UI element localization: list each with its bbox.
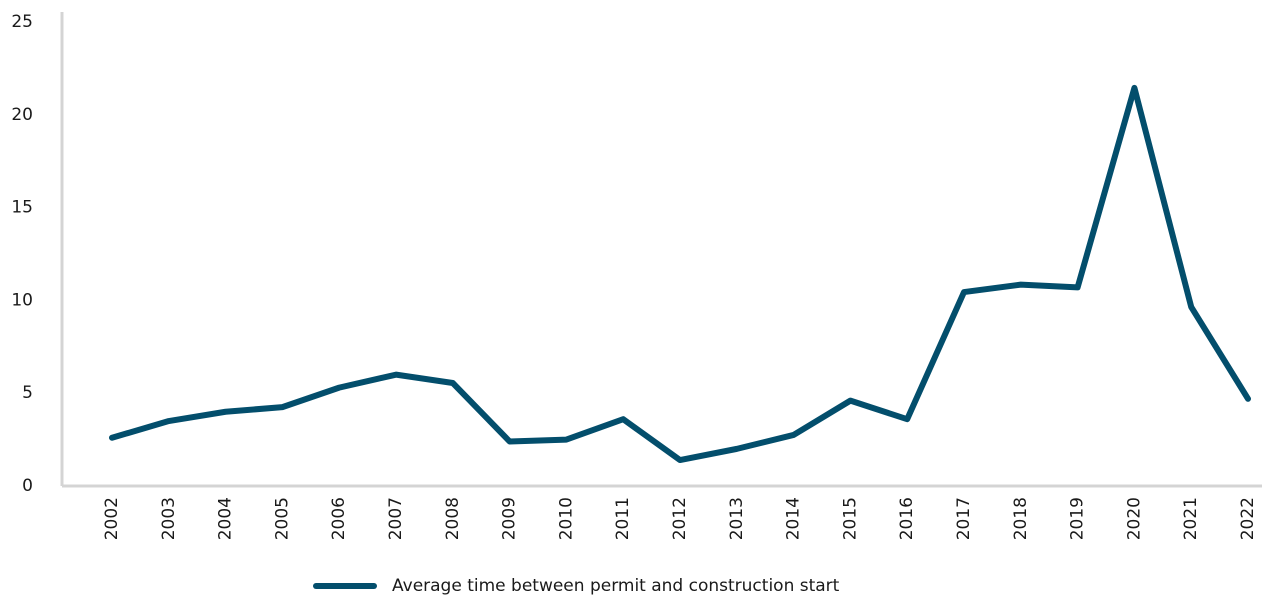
x-tick-label: 2019 — [1068, 497, 1088, 540]
x-tick-label: 2011 — [613, 497, 633, 540]
x-tick-label: 2005 — [272, 497, 292, 540]
data-line — [109, 84, 1251, 464]
x-tick-label: 2002 — [102, 497, 122, 540]
x-tick-label: 2017 — [954, 497, 974, 540]
x-tick-label: 2004 — [216, 497, 236, 540]
y-tick-label: 5 — [22, 383, 33, 403]
y-tick-label: 25 — [11, 12, 33, 32]
x-tick-label: 2007 — [386, 497, 406, 540]
x-tick-label: 2012 — [670, 497, 690, 540]
x-tick-label: 2006 — [329, 497, 349, 540]
y-tick-label: 20 — [11, 105, 33, 125]
y-tick-label: 10 — [11, 290, 33, 310]
legend-label: Average time between permit and construc… — [392, 576, 840, 596]
y-tick-label: 15 — [11, 198, 33, 218]
x-tick-label: 2016 — [897, 497, 917, 540]
x-tick-label: 2021 — [1181, 497, 1201, 540]
x-tick-label: 2008 — [443, 497, 463, 540]
x-tick-label: 2020 — [1124, 497, 1144, 540]
x-tick-label: 2010 — [556, 497, 576, 540]
x-tick-label: 2014 — [784, 497, 804, 540]
x-tick-label: 2009 — [500, 497, 520, 540]
x-tick-label: 2018 — [1011, 497, 1031, 540]
y-tick-label: 0 — [22, 476, 33, 496]
x-tick-label: 2015 — [840, 497, 860, 540]
x-tick-label: 2013 — [727, 497, 747, 540]
x-tick-label: 2022 — [1238, 497, 1258, 540]
x-tick-label: 2003 — [159, 497, 179, 540]
